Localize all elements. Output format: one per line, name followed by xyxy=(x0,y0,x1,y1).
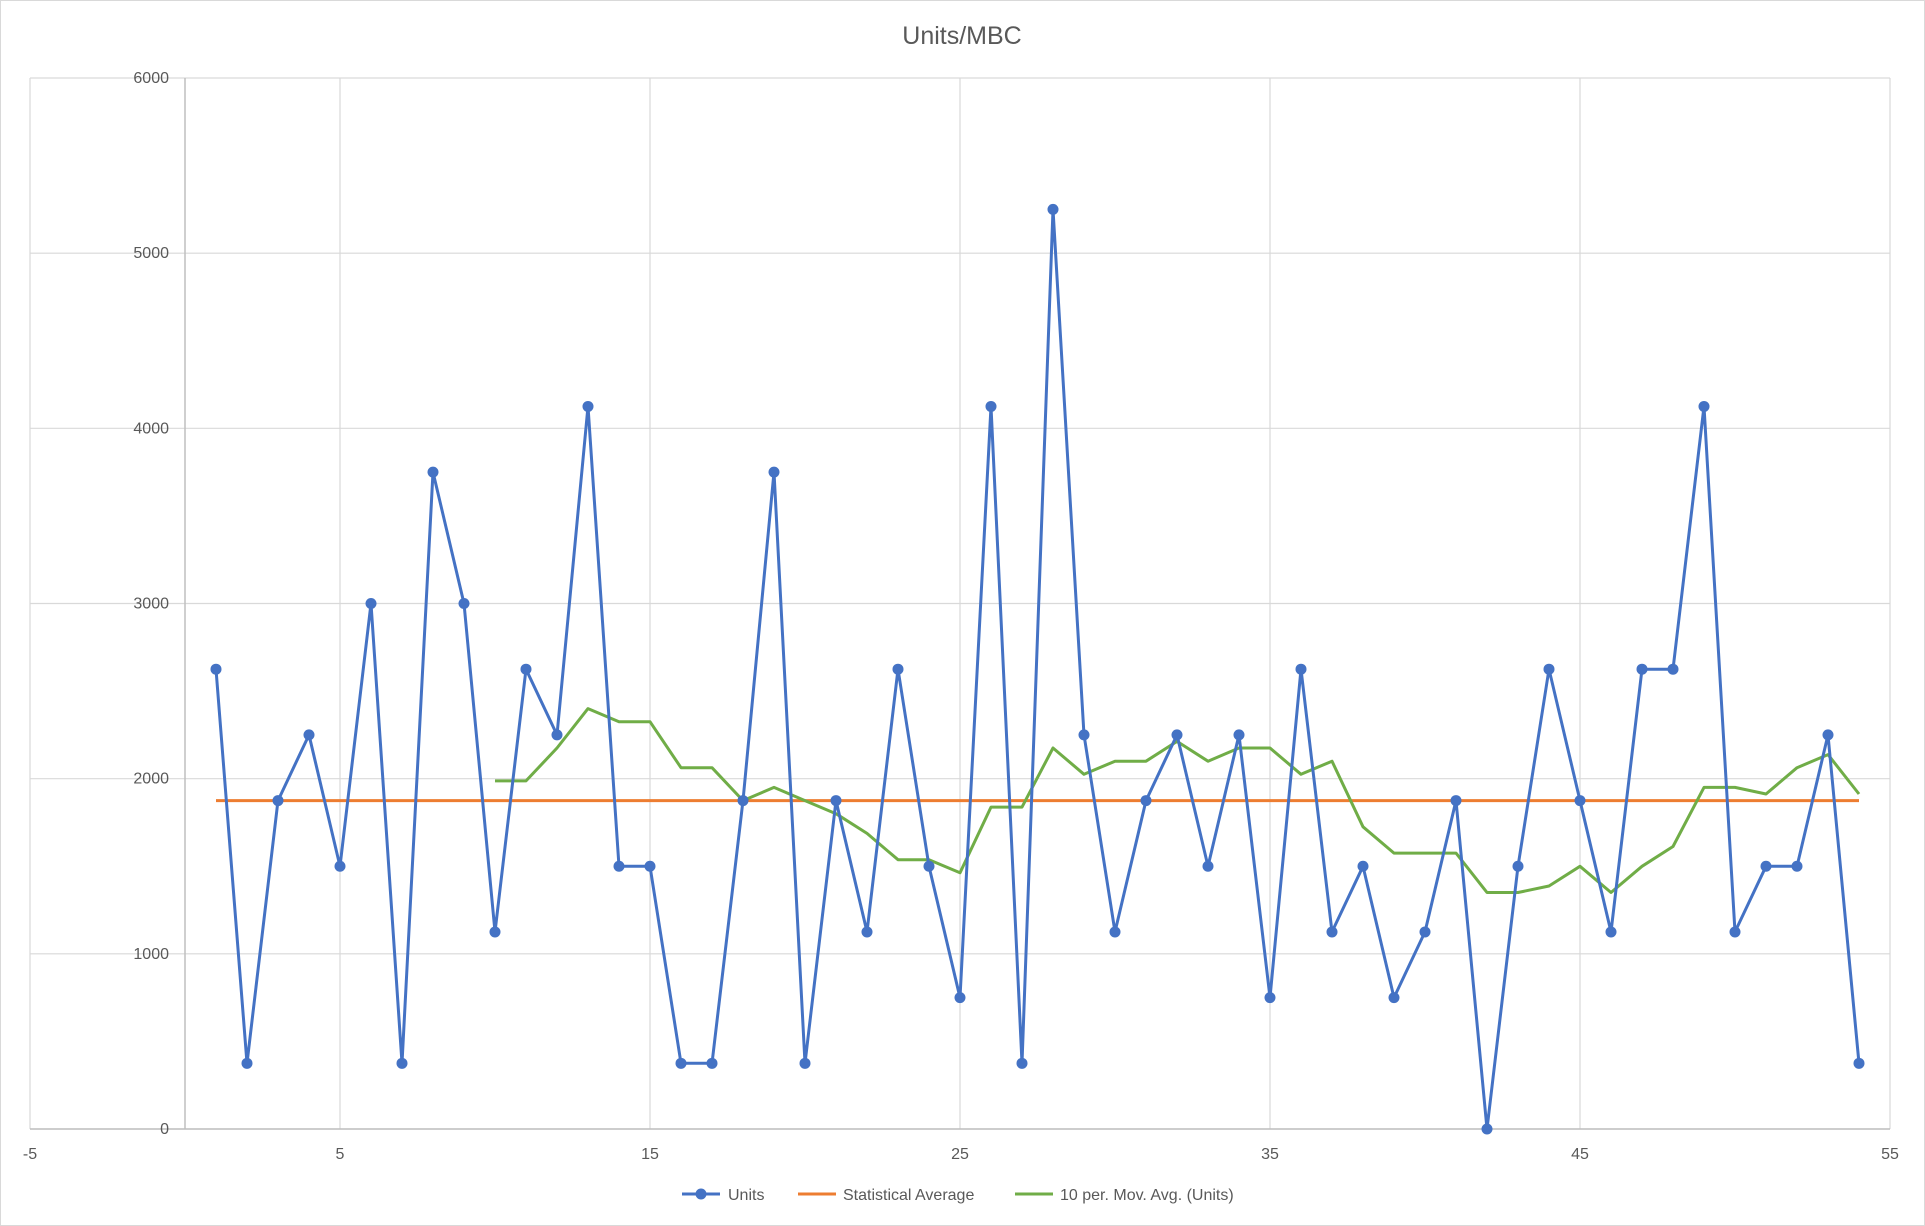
data-point xyxy=(1419,926,1431,938)
data-point xyxy=(1264,992,1276,1004)
data-point xyxy=(1016,1057,1028,1069)
y-tick-label: 2000 xyxy=(133,771,169,788)
data-point xyxy=(892,663,904,675)
data-point xyxy=(427,466,439,478)
data-point xyxy=(1543,663,1555,675)
y-tick-label: 0 xyxy=(160,1121,169,1138)
data-point xyxy=(1388,992,1400,1004)
data-point xyxy=(768,466,780,478)
x-tick-label: 25 xyxy=(951,1146,969,1163)
data-point xyxy=(334,860,346,872)
data-point xyxy=(1047,203,1059,215)
data-point xyxy=(551,729,563,741)
data-point xyxy=(954,992,966,1004)
data-point xyxy=(799,1057,811,1069)
data-point xyxy=(396,1057,408,1069)
data-point xyxy=(272,795,284,807)
data-point xyxy=(210,663,222,675)
chart-title: Units/MBC xyxy=(902,22,1021,50)
x-tick-label: 55 xyxy=(1881,1146,1899,1163)
y-tick-label: 5000 xyxy=(133,245,169,262)
data-point xyxy=(241,1057,253,1069)
data-point xyxy=(1636,663,1648,675)
x-tick-label: 15 xyxy=(641,1146,659,1163)
y-tick-label: 1000 xyxy=(133,946,169,963)
data-point xyxy=(861,926,873,938)
data-point xyxy=(1791,860,1803,872)
data-point xyxy=(1078,729,1090,741)
data-point xyxy=(582,400,594,412)
data-point xyxy=(458,598,470,609)
data-point xyxy=(1450,795,1462,807)
data-point xyxy=(923,860,935,872)
data-point xyxy=(1171,729,1183,741)
data-point xyxy=(365,598,377,609)
data-point xyxy=(1698,400,1710,412)
legend-item: Units xyxy=(682,1187,764,1204)
x-tick-labels: -5 5 15 25 35 45 55 xyxy=(23,1146,1899,1163)
data-point xyxy=(1822,729,1834,741)
data-point xyxy=(830,795,842,807)
data-point xyxy=(303,729,315,741)
y-tick-label: 4000 xyxy=(133,420,169,437)
data-point xyxy=(489,926,501,938)
x-tick-label: 45 xyxy=(1571,1146,1589,1163)
x-tick-label: 35 xyxy=(1261,1146,1279,1163)
data-point xyxy=(1853,1057,1865,1069)
data-point xyxy=(1729,926,1741,938)
data-point xyxy=(1574,795,1586,807)
legend: Units Statistical Average 10 per. Mov. Avg… xyxy=(682,1187,1234,1204)
data-point xyxy=(737,795,749,807)
data-point xyxy=(1667,663,1679,675)
data-point xyxy=(520,663,532,675)
series-layer xyxy=(210,203,1865,1135)
data-point xyxy=(706,1057,718,1069)
legend-label: Units xyxy=(728,1187,764,1204)
data-point xyxy=(644,860,656,872)
legend-item: 10 per. Mov. Avg. (Units) xyxy=(1015,1187,1234,1204)
data-point xyxy=(1760,860,1772,872)
axes xyxy=(30,78,1890,1130)
x-tick-label: -5 xyxy=(23,1146,37,1163)
x-tick-label: 5 xyxy=(336,1146,345,1163)
series-line xyxy=(214,207,1861,1131)
data-point xyxy=(1202,860,1214,872)
data-point xyxy=(1109,926,1121,938)
y-tick-label: 3000 xyxy=(133,596,169,613)
y-tick-labels: 0 1000 2000 3000 4000 5000 6000 xyxy=(133,70,169,1138)
data-point xyxy=(1233,729,1245,741)
data-point xyxy=(675,1057,687,1069)
data-point xyxy=(613,860,625,872)
data-point xyxy=(1140,795,1152,807)
legend-label: Statistical Average xyxy=(843,1187,974,1204)
data-point xyxy=(1605,926,1617,938)
legend-label: 10 per. Mov. Avg. (Units) xyxy=(1060,1187,1234,1204)
data-point xyxy=(1357,860,1369,872)
y-tick-label: 6000 xyxy=(133,70,169,87)
data-point xyxy=(1326,926,1338,938)
data-point xyxy=(985,400,997,412)
data-point xyxy=(1481,1123,1493,1135)
legend-marker xyxy=(695,1188,707,1200)
data-point xyxy=(1295,663,1307,675)
series-group xyxy=(210,203,1865,1135)
legend-item: Statistical Average xyxy=(798,1187,974,1204)
data-point xyxy=(1512,860,1524,872)
